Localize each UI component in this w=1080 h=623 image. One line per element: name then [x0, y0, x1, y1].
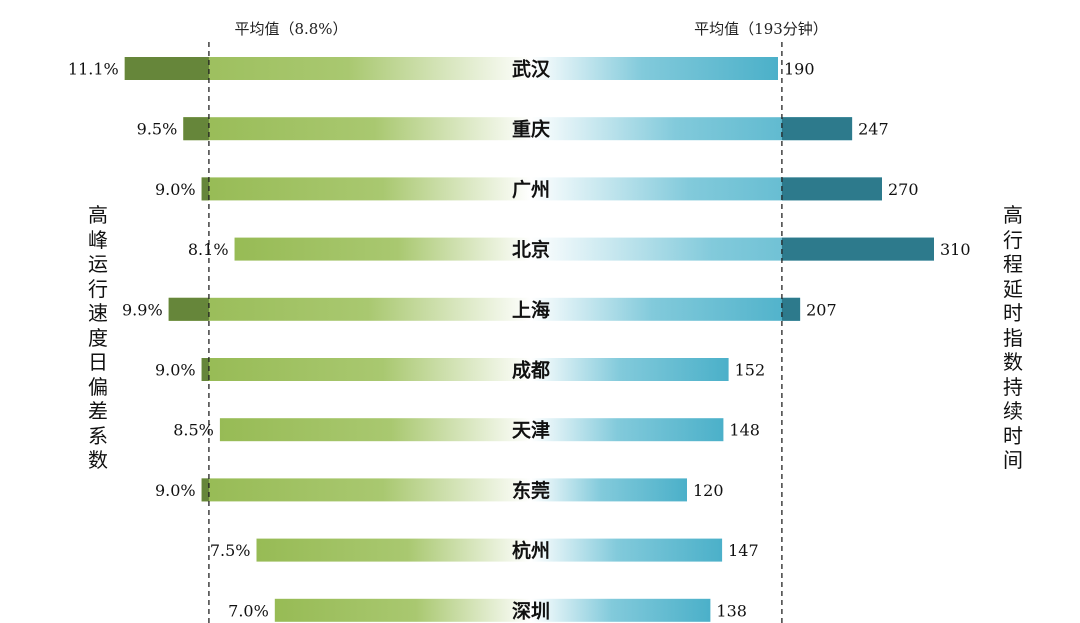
- left-bar: [183, 117, 532, 141]
- right-value-label: 310: [940, 240, 971, 259]
- category-label: 天津: [512, 419, 550, 442]
- category-label: 重庆: [512, 118, 550, 141]
- right-value-label: 148: [729, 421, 760, 440]
- right-bar: [531, 598, 711, 622]
- left-bar-above-average: [201, 478, 209, 502]
- left-bar: [201, 358, 531, 381]
- left-bar: [256, 538, 531, 562]
- left-value-label: 8.5%: [173, 421, 214, 440]
- left-bar-above-average: [201, 358, 209, 381]
- right-axis-label: 高 行 程 延 时 指 数 持 续 时 间: [1003, 203, 1023, 472]
- left-bar: [234, 237, 532, 261]
- category-label: 深圳: [512, 599, 550, 622]
- left-bar-above-average: [201, 177, 209, 201]
- left-bar-above-average: [183, 117, 209, 141]
- left-value-label: 8.1%: [188, 240, 229, 259]
- right-value-label: 152: [735, 361, 766, 380]
- right-bar: [531, 478, 687, 502]
- left-axis-label: 高 峰 运 行 速 度 日 偏 差 系 数: [88, 203, 108, 472]
- right-bar-above-average: [781, 177, 882, 201]
- right-average-label: 平均值（193分钟）: [694, 20, 828, 38]
- right-value-label: 207: [806, 300, 837, 319]
- left-value-label: 9.5%: [137, 120, 178, 139]
- right-bar: [531, 117, 853, 141]
- category-label: 杭州: [512, 539, 550, 562]
- left-bar: [274, 598, 531, 622]
- left-bar: [219, 418, 531, 442]
- category-label: 武汉: [512, 59, 551, 81]
- left-value-label: 9.0%: [155, 180, 196, 199]
- right-bar: [531, 57, 778, 80]
- left-bar: [124, 57, 532, 80]
- right-value-label: 138: [716, 601, 747, 620]
- left-value-label: 9.9%: [122, 300, 163, 319]
- right-value-label: 190: [784, 60, 815, 79]
- left-bar-above-average: [124, 57, 209, 80]
- category-label: 广州: [512, 178, 550, 201]
- category-label: 上海: [512, 298, 550, 321]
- left-value-label: 9.0%: [155, 481, 196, 500]
- category-label: 北京: [512, 238, 550, 261]
- left-value-label: 11.1%: [68, 60, 119, 79]
- left-bar: [168, 297, 531, 321]
- category-label: 成都: [512, 359, 550, 382]
- right-bar-above-average: [781, 117, 853, 141]
- left-value-label: 7.5%: [210, 541, 251, 560]
- right-value-label: 147: [728, 541, 759, 560]
- left-value-label: 7.0%: [228, 601, 269, 620]
- right-bar: [531, 418, 724, 442]
- left-bar: [201, 177, 531, 201]
- right-value-label: 120: [693, 481, 724, 500]
- right-value-label: 270: [888, 180, 919, 199]
- right-bar: [531, 297, 801, 321]
- left-value-label: 9.0%: [155, 361, 196, 380]
- right-value-label: 247: [858, 120, 889, 139]
- left-bar-above-average: [168, 297, 209, 321]
- right-bar-above-average: [781, 237, 934, 261]
- left-bar: [201, 478, 531, 502]
- right-bar-above-average: [781, 297, 801, 321]
- right-bar: [531, 538, 723, 562]
- right-bar: [531, 358, 729, 381]
- category-label: 东莞: [512, 479, 550, 502]
- left-average-label: 平均值（8.8%）: [234, 20, 348, 38]
